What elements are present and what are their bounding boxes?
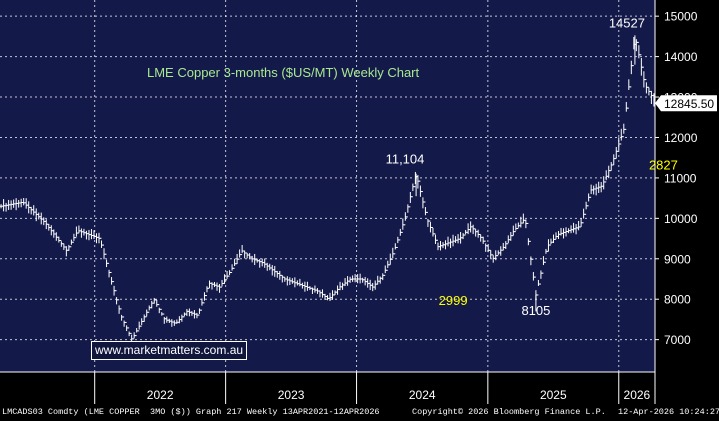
y-tick-label: 7000 — [664, 333, 691, 347]
footer-bar: LMCADS03 Comdty (LME COPPER 3MO ($)) Gra… — [0, 404, 719, 421]
last-price-flag — [655, 95, 717, 112]
grid — [0, 0, 655, 372]
x-tick-label: 2026 — [624, 388, 651, 402]
chart-title: LME Copper 3-months ($US/MT) Weekly Char… — [147, 65, 420, 80]
annotation-label: 2999 — [439, 293, 468, 308]
x-tick-label: 2024 — [409, 388, 436, 402]
annotation-label: 11,104 — [386, 152, 425, 167]
y-tick-label: 12000 — [664, 131, 698, 145]
y-tick-label: 11000 — [664, 171, 697, 185]
footer-graph-info: 3MO ($)) Graph 217 Weekly 13APR2021-12AP… — [150, 407, 380, 417]
x-tick-label: 2025 — [540, 388, 567, 402]
x-tick-label: 2023 — [278, 388, 305, 402]
y-tick-label: 8000 — [664, 293, 691, 307]
y-tick-label: 10000 — [664, 212, 698, 226]
annotation-label: 14527 — [609, 15, 645, 30]
footer-ticker: LMCADS03 Comdty (LME COPPER — [2, 407, 140, 417]
footer-timestamp: 12-Apr-2026 10:24:27 — [618, 407, 719, 417]
footer-copyright: Copyright© 2026 Bloomberg Finance L.P. — [412, 407, 606, 417]
x-tick-label: 2022 — [147, 388, 174, 402]
axes: 7000800090001000011000120001300014000150… — [0, 0, 717, 404]
annotation-label: 8105 — [521, 303, 550, 318]
chart-svg: 7000800090001000011000120001300014000150… — [0, 0, 719, 404]
y-tick-label: 9000 — [664, 252, 691, 266]
price-series — [0, 35, 656, 342]
last-price-label: 12845.50 — [664, 97, 714, 111]
watermark-link[interactable]: www.marketmatters.com.au — [91, 341, 248, 360]
y-tick-label: 14000 — [664, 50, 698, 64]
plot-area — [0, 0, 655, 372]
y-tick-label: 15000 — [664, 10, 698, 24]
annotation-label: 2827 — [649, 158, 678, 173]
x-axis-band — [0, 372, 719, 404]
